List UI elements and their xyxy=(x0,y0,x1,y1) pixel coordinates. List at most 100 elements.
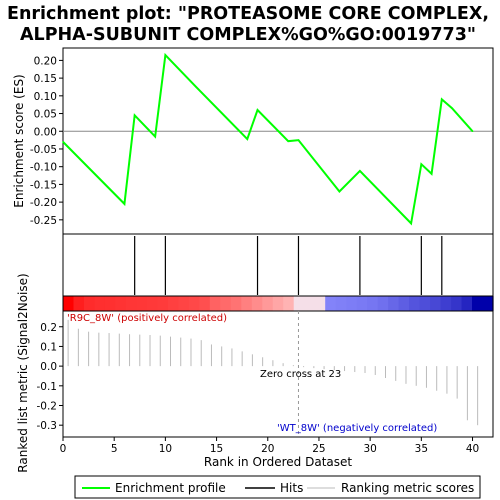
x-tick-label: 20 xyxy=(261,443,274,455)
color-strip-cell xyxy=(398,296,410,311)
enrichment-point xyxy=(297,139,300,141)
color-strip-cell xyxy=(367,296,379,311)
es-y-tick-label: 0.10 xyxy=(34,91,57,103)
negative-correlation-label: 'WT_8W' (negatively correlated) xyxy=(277,423,437,434)
metric-panel-frame xyxy=(62,310,494,438)
color-strip-cell xyxy=(272,296,284,311)
enrichment-profile-points xyxy=(62,54,474,225)
color-strip-cell xyxy=(419,296,431,311)
es-y-tick-label: 0.15 xyxy=(34,73,57,85)
hits-panel-frame xyxy=(62,233,494,297)
color-strip-cell xyxy=(146,296,158,311)
enrichment-point xyxy=(441,98,443,101)
ranking-metric-bars xyxy=(67,319,479,426)
metric-y-tick-label: 0.1 xyxy=(40,341,57,353)
color-strip-cell xyxy=(125,296,138,311)
metric-y-tick-label: 0.0 xyxy=(40,361,57,373)
metric-y-axis-label: Ranked list metric (Signal2Noise) xyxy=(16,273,30,472)
color-strip-cell xyxy=(440,296,452,311)
enrichment-point xyxy=(359,170,361,172)
color-strip-cell xyxy=(293,296,305,311)
zero-cross-label: Zero cross at 23 xyxy=(260,369,341,380)
x-tick-label: 35 xyxy=(415,443,428,455)
es-y-tick-label: 0.05 xyxy=(34,109,57,121)
color-strip-cell xyxy=(63,296,75,311)
color-strip-cell xyxy=(230,296,242,311)
color-strip-cell xyxy=(325,296,337,311)
color-strip-cell xyxy=(73,296,85,311)
ranking-color-strip xyxy=(63,296,494,311)
es-y-tick-label: -0.10 xyxy=(30,162,57,174)
es-y-tick-label: 0.00 xyxy=(34,126,57,138)
metric-y-tick-label: -0.1 xyxy=(37,381,58,393)
metric-y-tick-label: -0.2 xyxy=(37,401,58,413)
es-y-axis-label: Enrichment score (ES) xyxy=(12,74,26,207)
enrichment-point xyxy=(287,140,290,142)
es-y-tick-label: -0.20 xyxy=(30,197,57,209)
color-strip-cell xyxy=(388,296,400,311)
legend-enrichment-label: Enrichment profile xyxy=(115,481,226,495)
es-y-tick-label: -0.05 xyxy=(30,144,57,156)
color-strip-cell xyxy=(430,296,442,311)
color-strip-cell xyxy=(335,296,347,311)
enrichment-point xyxy=(62,141,64,143)
color-strip-cell xyxy=(482,296,494,311)
color-strip-cell xyxy=(251,296,263,311)
enrichment-point xyxy=(256,109,259,111)
color-strip-cell xyxy=(451,296,463,311)
color-strip-cell xyxy=(241,296,253,311)
positive-correlation-label: 'R9C_8W' (positively correlated) xyxy=(67,313,227,324)
chart-title-line-1: Enrichment plot: "PROTEASOME CORE COMPLE… xyxy=(7,4,489,24)
es-y-tick-label: -0.15 xyxy=(30,179,57,191)
color-strip-cell xyxy=(356,296,368,311)
es-y-tick-label: 0.20 xyxy=(34,55,57,67)
es-panel-frame xyxy=(62,47,494,235)
legend-ranking-label: Ranking metric scores xyxy=(341,481,474,495)
enrichment-point xyxy=(430,172,433,175)
color-strip-cell xyxy=(220,296,232,311)
color-strip-cell xyxy=(136,296,148,311)
x-tick-label: 0 xyxy=(60,443,67,455)
enrichment-point xyxy=(195,86,197,88)
color-strip-cell xyxy=(461,296,473,311)
enrichment-point xyxy=(410,222,412,225)
color-strip-cell xyxy=(167,296,179,311)
color-strip-cell xyxy=(377,296,389,311)
color-strip-cell xyxy=(188,296,200,311)
enrichment-point xyxy=(154,135,156,138)
color-strip-cell xyxy=(262,296,274,311)
enrichment-point xyxy=(246,138,249,140)
es-y-axis: 0.20 0.15 0.10 0.05 0.00 -0.05 -0.10 -0.15 -0.20… xyxy=(30,55,63,227)
color-strip-cell xyxy=(304,296,316,311)
hit-markers xyxy=(134,236,443,295)
color-strip-cell xyxy=(94,296,106,311)
enrichment-point xyxy=(133,114,136,117)
color-strip-cell xyxy=(178,296,190,311)
color-strip-cell xyxy=(157,296,169,311)
x-tick-label: 15 xyxy=(210,443,223,455)
color-strip-cell xyxy=(472,296,484,311)
enrichment-point xyxy=(164,54,167,56)
enrichment-profile-line xyxy=(62,52,474,226)
es-y-tick-label: -0.25 xyxy=(30,215,57,227)
color-strip-cell xyxy=(209,296,221,311)
enrichment-point xyxy=(471,130,474,133)
color-strip-cell xyxy=(314,296,326,311)
color-strip-cell xyxy=(409,296,421,311)
color-strip-cell xyxy=(104,296,117,311)
color-strip-cell xyxy=(115,296,127,311)
color-strip-cell xyxy=(199,296,211,311)
x-tick-label: 25 xyxy=(312,443,325,455)
color-strip-cell xyxy=(346,296,358,311)
color-strip-cell xyxy=(283,296,295,311)
x-tick-label: 40 xyxy=(466,443,479,455)
x-tick-label: 30 xyxy=(363,443,376,455)
x-tick-label: 5 xyxy=(111,443,118,455)
metric-y-tick-label: -0.3 xyxy=(37,420,58,432)
color-strip-cell xyxy=(83,296,96,311)
metric-y-tick-label: 0.2 xyxy=(40,322,57,334)
metric-y-axis: 0.2 0.1 0.0 -0.1 -0.2 -0.3 xyxy=(37,322,63,432)
enrichment-point xyxy=(123,203,126,205)
enrichment-point xyxy=(338,190,341,193)
